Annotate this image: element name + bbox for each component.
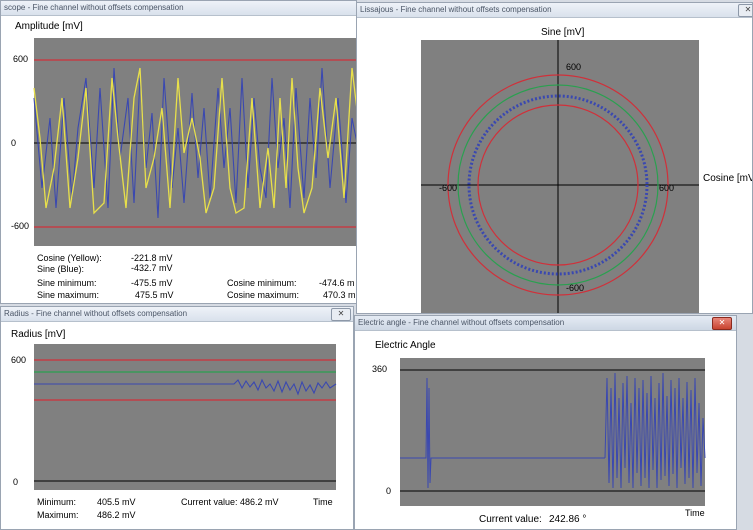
scope-tick-600: 600 xyxy=(13,54,29,64)
radius-min-label: Minimum: xyxy=(37,497,77,507)
radius-plot-svg xyxy=(34,359,337,482)
lissajous-ylabel: Sine [mV] xyxy=(541,27,585,38)
lissajous-plot xyxy=(421,40,699,313)
lissajous-plot-svg xyxy=(421,40,699,313)
angle-tick-360: 360 xyxy=(372,364,388,374)
lissajous-window[interactable]: Lissajous - Fine channel without offsets… xyxy=(356,2,753,314)
radius-title: Radius - Fine channel without offsets co… xyxy=(4,309,188,318)
radius-max-value: 486.2 mV xyxy=(97,510,136,520)
angle-window[interactable]: Electric angle - Fine channel without of… xyxy=(354,315,737,530)
radius-ylabel: Radius [mV] xyxy=(11,329,66,340)
scope-stat-value-0: -221.8 mV xyxy=(131,253,173,263)
radius-window[interactable]: Radius - Fine channel without offsets co… xyxy=(0,306,354,530)
angle-ylabel: Electric Angle xyxy=(375,340,436,351)
angle-plot-svg xyxy=(400,369,706,492)
radius-tick-0: 0 xyxy=(13,477,19,487)
lissajous-outer-limit xyxy=(447,74,669,296)
angle-close-button[interactable]: ✕ xyxy=(712,317,732,330)
scope-cosine-trace xyxy=(33,67,356,215)
lissajous-inner-limit xyxy=(477,104,639,266)
lissajous-title: Lissajous - Fine channel without offsets… xyxy=(360,5,552,14)
scope-stat2-value-1: 470.3 m xyxy=(323,290,356,300)
angle-trace-left xyxy=(400,377,605,489)
radius-titlebar[interactable]: Radius - Fine channel without offsets co… xyxy=(1,307,353,322)
angle-tick-0: 0 xyxy=(386,486,392,496)
radius-xlabel: Time xyxy=(313,497,333,507)
scope-ylabel: Amplitude [mV] xyxy=(15,21,83,32)
scope-stat-label-3: Sine maximum: xyxy=(37,290,100,300)
scope-titlebar[interactable]: scope - Fine channel without offsets com… xyxy=(1,1,356,16)
scope-stat-value-1: -432.7 mV xyxy=(131,263,173,273)
angle-current-value: 242.86 ° xyxy=(549,514,587,525)
scope-tick-0: 0 xyxy=(11,138,17,148)
scope-plot-svg xyxy=(33,59,356,228)
scope-window[interactable]: scope - Fine channel without offsets com… xyxy=(0,0,357,304)
scope-stat2-value-0: -474.6 m xyxy=(319,278,355,288)
scope-stat-value-3: 475.5 mV xyxy=(135,290,174,300)
angle-trace-right xyxy=(604,372,706,489)
scope-plot xyxy=(33,38,356,246)
lissajous-nominal-circle xyxy=(457,84,659,286)
scope-stat2-label-1: Cosine maximum: xyxy=(227,290,300,300)
lissajous-tick-bottom: -600 xyxy=(566,283,585,293)
radius-plot xyxy=(34,344,337,490)
scope-stat2-label-0: Cosine minimum: xyxy=(227,278,297,288)
radius-tick-600: 600 xyxy=(11,355,27,365)
angle-xlabel: Time xyxy=(685,508,705,518)
angle-current-label: Current value: xyxy=(479,514,542,525)
lissajous-tick-right: 600 xyxy=(659,183,675,193)
lissajous-tick-top: 600 xyxy=(566,62,582,72)
radius-min-value: 405.5 mV xyxy=(97,497,136,507)
scope-stat-value-2: -475.5 mV xyxy=(131,278,173,288)
lissajous-trace xyxy=(467,94,649,276)
radius-trace xyxy=(34,378,337,396)
scope-stat-label-2: Sine minimum: xyxy=(37,278,97,288)
lissajous-close-button[interactable]: ✕ xyxy=(738,4,752,17)
angle-title: Electric angle - Fine channel without of… xyxy=(358,318,565,327)
angle-titlebar[interactable]: Electric angle - Fine channel without of… xyxy=(355,316,736,331)
scope-tick-neg600: -600 xyxy=(11,221,30,231)
scope-title: scope - Fine channel without offsets com… xyxy=(4,3,184,12)
lissajous-tick-left: -600 xyxy=(439,183,458,193)
radius-close-button[interactable]: ✕ xyxy=(331,308,351,321)
radius-max-label: Maximum: xyxy=(37,510,79,520)
lissajous-xlabel: Cosine [mV xyxy=(703,173,753,184)
angle-plot xyxy=(400,358,706,506)
scope-stat-label-0: Cosine (Yellow): xyxy=(37,253,102,263)
scope-sine-trace xyxy=(33,67,356,219)
radius-current-value: Current value: 486.2 mV xyxy=(181,497,279,507)
scope-stat-label-1: Sine (Blue): xyxy=(37,264,85,274)
lissajous-titlebar[interactable]: Lissajous - Fine channel without offsets… xyxy=(357,3,752,18)
